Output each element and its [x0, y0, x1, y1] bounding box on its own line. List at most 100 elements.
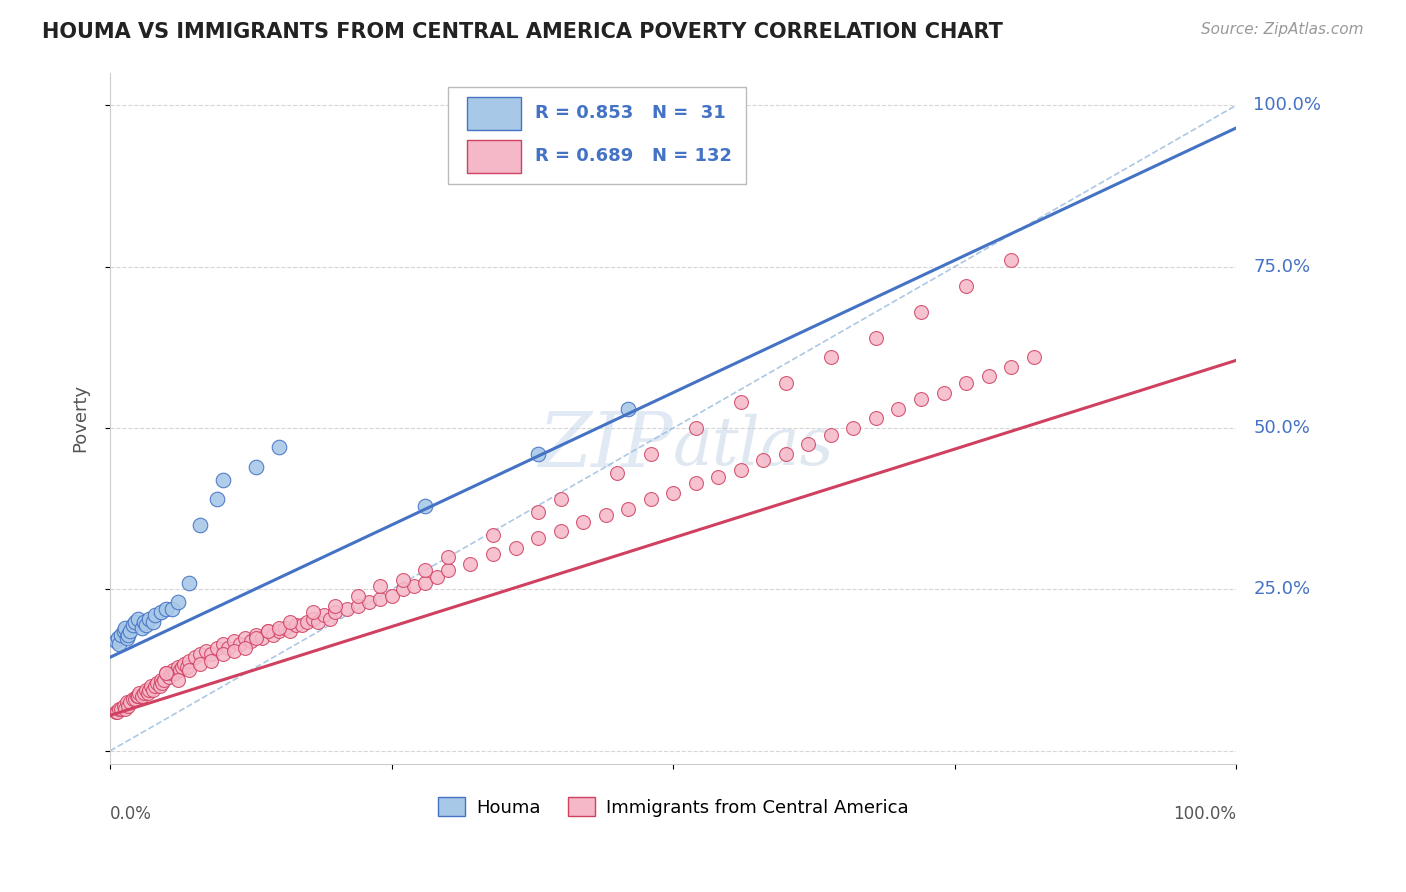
Point: [155, 602, 177, 616]
Point: [273, 621, 295, 635]
Point: [977, 369, 1000, 384]
Point: [200, 653, 222, 667]
Point: [127, 689, 149, 703]
Point: [150, 676, 173, 690]
Point: [865, 411, 887, 425]
Point: [730, 463, 752, 477]
Point: [245, 459, 267, 474]
Point: [121, 692, 143, 706]
Point: [640, 492, 662, 507]
Point: [115, 631, 138, 645]
Text: atlas: atlas: [673, 413, 835, 479]
Point: [572, 515, 595, 529]
Point: [120, 696, 142, 710]
Point: [146, 676, 169, 690]
Point: [110, 702, 132, 716]
Point: [955, 376, 977, 390]
Point: [183, 650, 205, 665]
Legend: Houma, Immigrants from Central America: Houma, Immigrants from Central America: [432, 790, 915, 824]
Point: [336, 602, 359, 616]
Point: [820, 350, 842, 364]
Point: [149, 673, 172, 687]
Point: [222, 644, 245, 658]
Point: [527, 505, 550, 519]
Point: [527, 531, 550, 545]
Point: [143, 608, 166, 623]
Point: [1000, 359, 1022, 374]
Point: [239, 634, 262, 648]
FancyBboxPatch shape: [467, 140, 522, 173]
Point: [370, 592, 392, 607]
Point: [955, 279, 977, 293]
Point: [112, 698, 135, 713]
Point: [188, 517, 211, 532]
Point: [262, 628, 284, 642]
Point: [323, 605, 346, 619]
Point: [120, 624, 142, 639]
Point: [131, 621, 153, 635]
Point: [617, 501, 640, 516]
Point: [307, 615, 329, 629]
Point: [188, 647, 211, 661]
Point: [165, 666, 187, 681]
Point: [256, 624, 278, 639]
Point: [155, 666, 177, 681]
Point: [135, 618, 157, 632]
Point: [121, 618, 143, 632]
Point: [775, 376, 797, 390]
Point: [124, 615, 146, 629]
Text: 25.0%: 25.0%: [1253, 581, 1310, 599]
Point: [157, 670, 180, 684]
Point: [865, 331, 887, 345]
Point: [527, 447, 550, 461]
Point: [301, 605, 323, 619]
Point: [177, 653, 200, 667]
Point: [617, 401, 640, 416]
Point: [211, 637, 233, 651]
Point: [505, 541, 527, 555]
Text: 50.0%: 50.0%: [1253, 419, 1310, 437]
Point: [108, 702, 131, 716]
Point: [127, 689, 149, 703]
Point: [318, 611, 340, 625]
Point: [1022, 350, 1045, 364]
Point: [160, 602, 183, 616]
Text: 75.0%: 75.0%: [1253, 258, 1310, 276]
Point: [105, 705, 128, 719]
Point: [172, 660, 194, 674]
Point: [177, 663, 200, 677]
Point: [550, 492, 572, 507]
Text: ZIP: ZIP: [538, 409, 673, 483]
Point: [910, 305, 932, 319]
Point: [114, 702, 136, 716]
Point: [887, 401, 910, 416]
Point: [138, 611, 160, 625]
Point: [295, 615, 318, 629]
Point: [228, 637, 250, 651]
Point: [114, 621, 136, 635]
Point: [153, 673, 176, 687]
Point: [166, 673, 188, 687]
Point: [932, 385, 955, 400]
Point: [104, 705, 127, 719]
Text: R = 0.853   N =  31: R = 0.853 N = 31: [534, 104, 725, 122]
Point: [797, 437, 820, 451]
Point: [347, 589, 370, 603]
Text: Source: ZipAtlas.com: Source: ZipAtlas.com: [1201, 22, 1364, 37]
Point: [278, 615, 301, 629]
Point: [245, 628, 267, 642]
Point: [112, 624, 135, 639]
Point: [685, 421, 707, 435]
Point: [370, 579, 392, 593]
Text: HOUMA VS IMMIGRANTS FROM CENTRAL AMERICA POVERTY CORRELATION CHART: HOUMA VS IMMIGRANTS FROM CENTRAL AMERICA…: [42, 22, 1002, 42]
Point: [104, 634, 127, 648]
Point: [437, 563, 460, 577]
Point: [115, 696, 138, 710]
Point: [127, 611, 149, 625]
Point: [233, 640, 256, 655]
Point: [131, 689, 153, 703]
Point: [482, 527, 505, 541]
Point: [160, 666, 183, 681]
Point: [124, 692, 146, 706]
Point: [138, 682, 160, 697]
